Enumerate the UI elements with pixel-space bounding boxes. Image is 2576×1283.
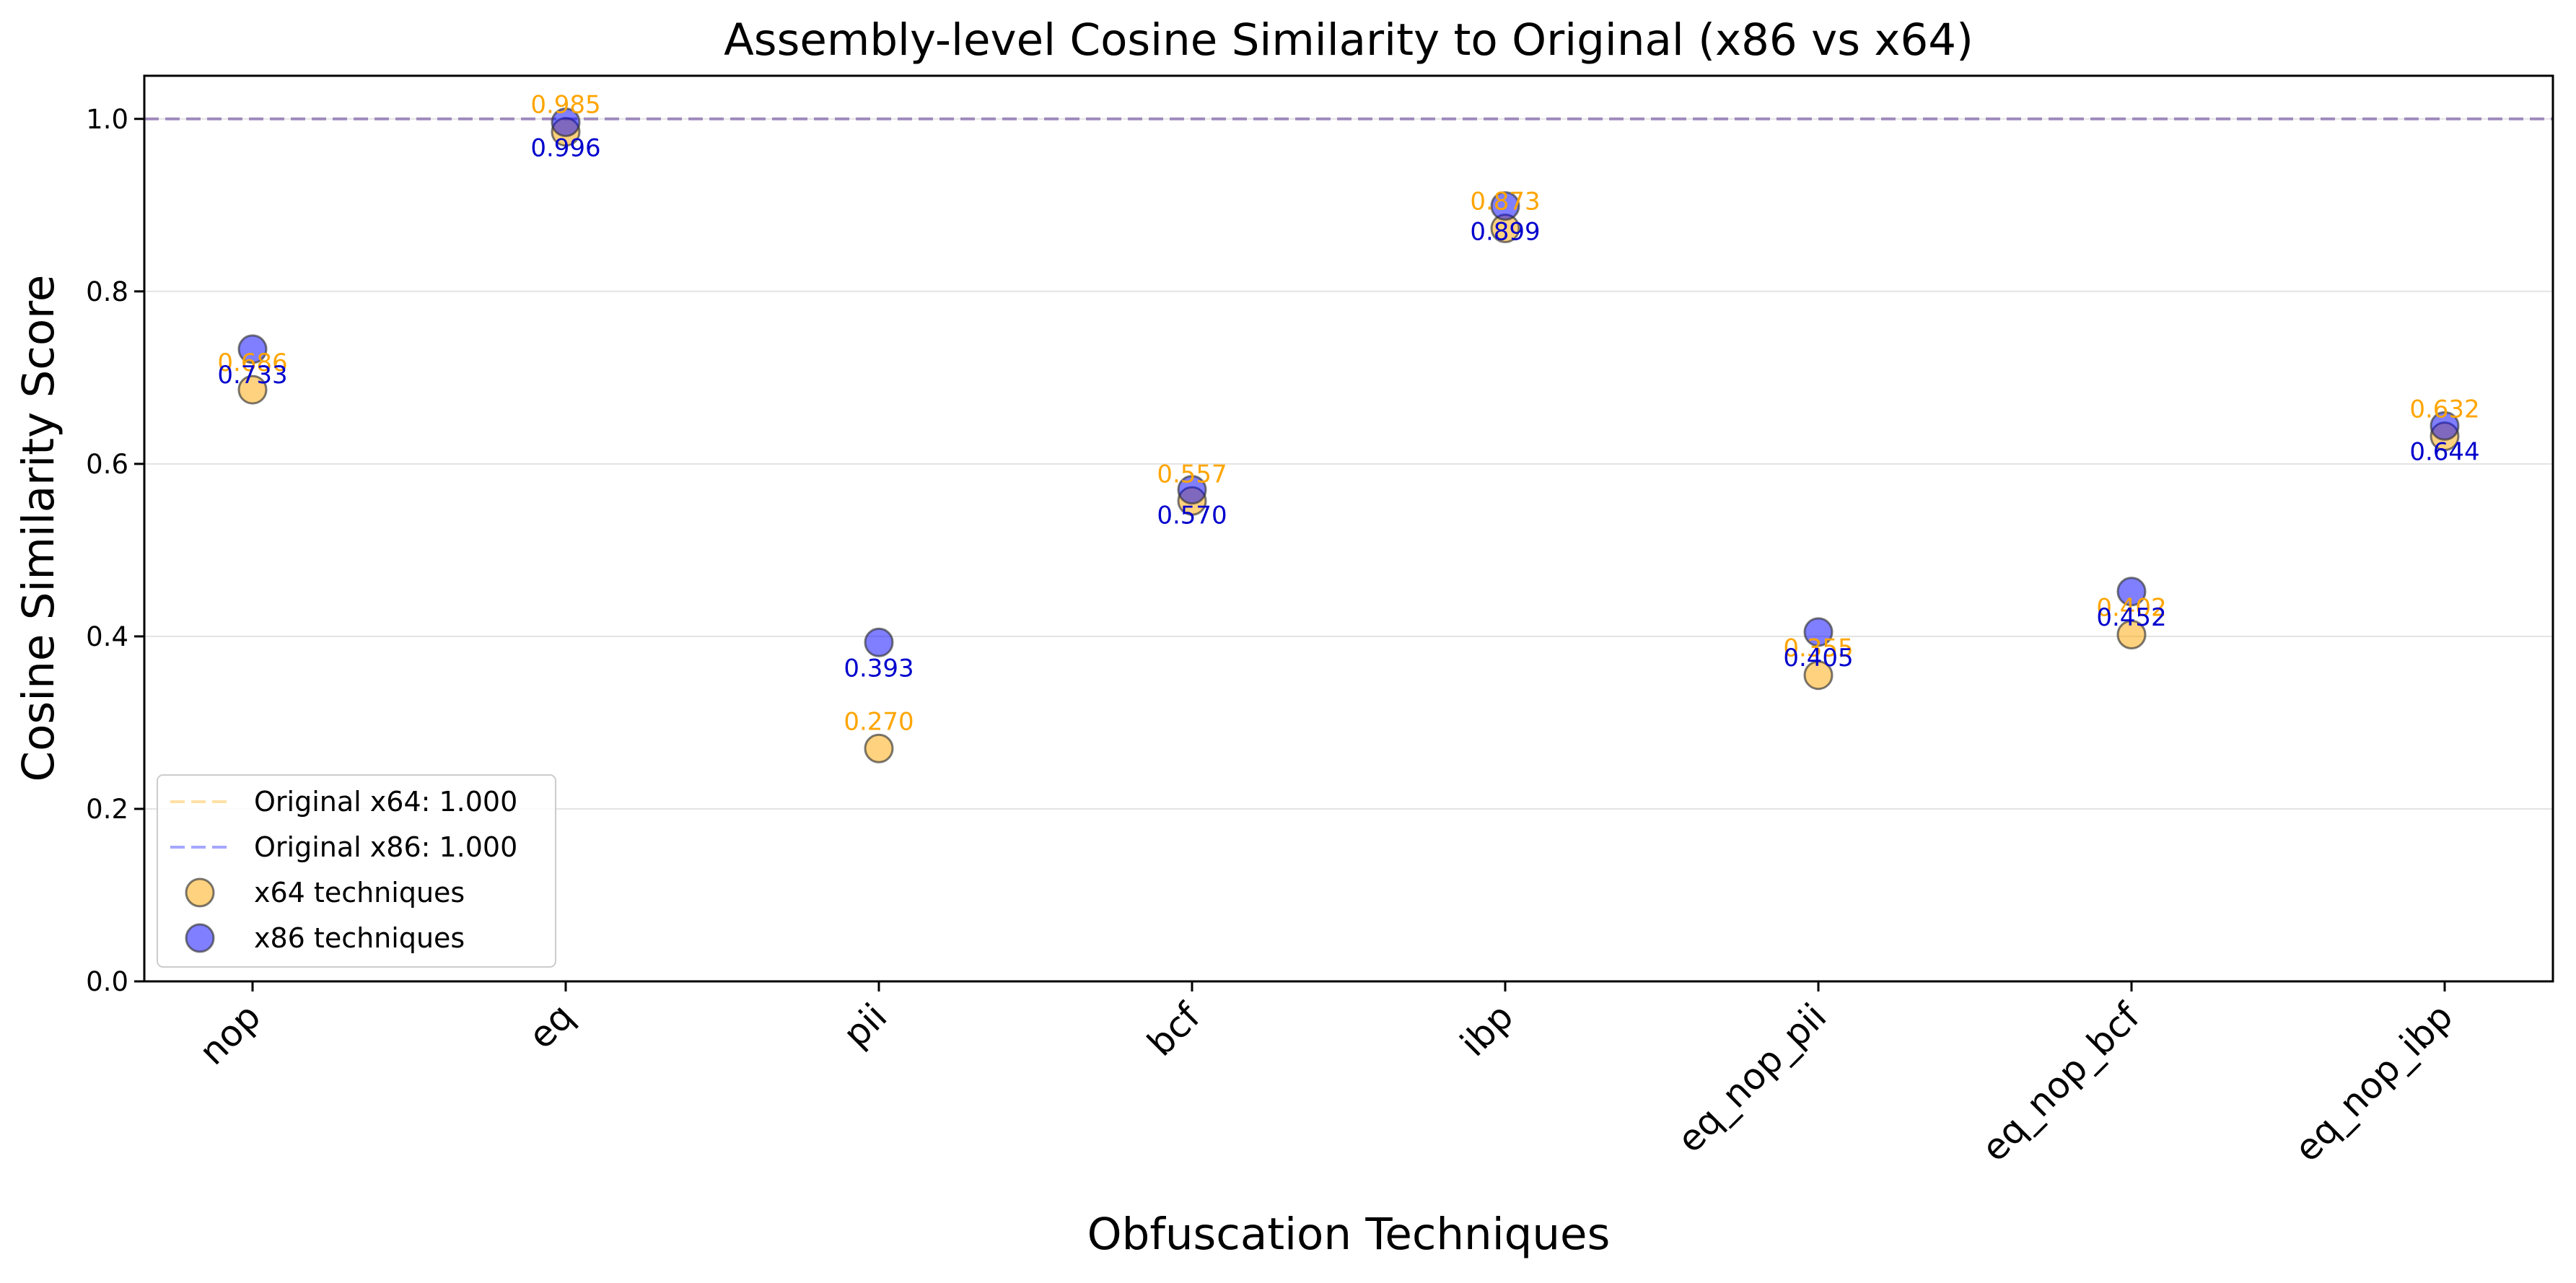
data-label-x86-bcf: 0.570	[1157, 502, 1227, 530]
legend-swatch-3	[185, 923, 215, 953]
point-x86-eq_nop_ibp	[2430, 411, 2460, 441]
x-tick-label-bcf: bcf	[1139, 994, 1209, 1064]
legend-label-3: x86 techniques	[254, 922, 465, 954]
y-tick-label-1: 0.2	[86, 794, 128, 825]
data-label-x86-pii: 0.393	[844, 654, 914, 683]
point-x86-eq	[551, 108, 581, 138]
data-label-x64-eq_nop_pii: 0.355	[1783, 634, 1853, 663]
x-tick-label-eq_nop_bcf: eq_nop_bcf	[1973, 994, 2148, 1169]
y-tick-label-0: 0.0	[86, 966, 128, 997]
x-tick-label-ibp: ibp	[1453, 995, 1522, 1064]
data-points	[237, 108, 2460, 763]
data-label-x86-eq_nop_bcf: 0.452	[2096, 603, 2166, 632]
point-x86-eq_nop_bcf	[2116, 577, 2147, 607]
x-tick-label-eq_nop_ibp: eq_nop_ibp	[2287, 995, 2461, 1170]
legend-box	[157, 774, 556, 968]
data-label-x64-bcf: 0.557	[1157, 460, 1227, 489]
point-x86-pii	[864, 627, 894, 657]
legend: Original x64: 1.000 Original x86: 1.000 x6…	[157, 774, 556, 968]
y-tick-label-5: 1.0	[86, 104, 128, 135]
legend-label-1: Original x86: 1.000	[254, 831, 517, 863]
y-tick-label-2: 0.4	[86, 621, 128, 652]
data-label-x86-eq_nop_ibp: 0.644	[2409, 437, 2479, 466]
data-label-x64-ibp: 0.873	[1470, 188, 1540, 216]
legend-label-0: Original x64: 1.000	[254, 786, 517, 818]
y-tick-label-4: 0.8	[86, 276, 128, 307]
plot-frame	[143, 74, 2554, 983]
legend-label-2: x64 techniques	[254, 877, 465, 908]
point-x64-eq_nop_bcf	[2116, 620, 2147, 650]
x-tick-label-nop: nop	[191, 995, 269, 1073]
data-label-x86-ibp: 0.899	[1470, 217, 1540, 246]
data-label-x64-eq_nop_ibp: 0.632	[2409, 395, 2479, 424]
data-label-x86-eq_nop_pii: 0.405	[1783, 644, 1853, 673]
point-x86-nop	[237, 334, 268, 364]
x-tick-label-eq_nop_pii: eq_nop_pii	[1669, 995, 1834, 1160]
data-label-x64-nop: 0.686	[217, 349, 287, 377]
point-x64-eq_nop_pii	[1803, 660, 1834, 691]
data-labels: 0.686 0.985 0.270 0.557 0.873 0.355 0.402 0.632…	[217, 91, 2479, 737]
point-x64-nop	[237, 375, 268, 405]
chart-title: Assembly-level Cosine Similarity to Orig…	[724, 14, 1973, 66]
data-label-x86-nop: 0.733	[217, 361, 287, 390]
y-tick-label-3: 0.6	[86, 449, 128, 480]
y-axis-ticks: 0.0 0.2 0.4 0.6 0.8 1.0	[86, 104, 144, 997]
point-x86-eq_nop_pii	[1803, 617, 1834, 647]
point-x86-bcf	[1177, 475, 1207, 505]
x-tick-label-pii: pii	[835, 995, 895, 1055]
point-x86-ibp	[1490, 191, 1520, 221]
x-axis-ticks: nop eq pii bcf ibp eq_nop_pii eq_nop_bcf eq_nop…	[191, 981, 2461, 1170]
y-axis-label: Cosine Similarity Score	[13, 275, 64, 782]
data-label-x86-eq: 0.996	[530, 134, 600, 163]
data-label-x64-pii: 0.270	[844, 707, 914, 736]
x-tick-label-eq: eq	[520, 995, 582, 1056]
x-axis-label: Obfuscation Techniques	[1087, 1209, 1611, 1260]
data-label-x64-eq_nop_bcf: 0.402	[2096, 594, 2166, 623]
data-label-x64-eq: 0.985	[530, 91, 600, 120]
point-x64-pii	[864, 733, 894, 763]
legend-swatch-2	[185, 877, 215, 908]
